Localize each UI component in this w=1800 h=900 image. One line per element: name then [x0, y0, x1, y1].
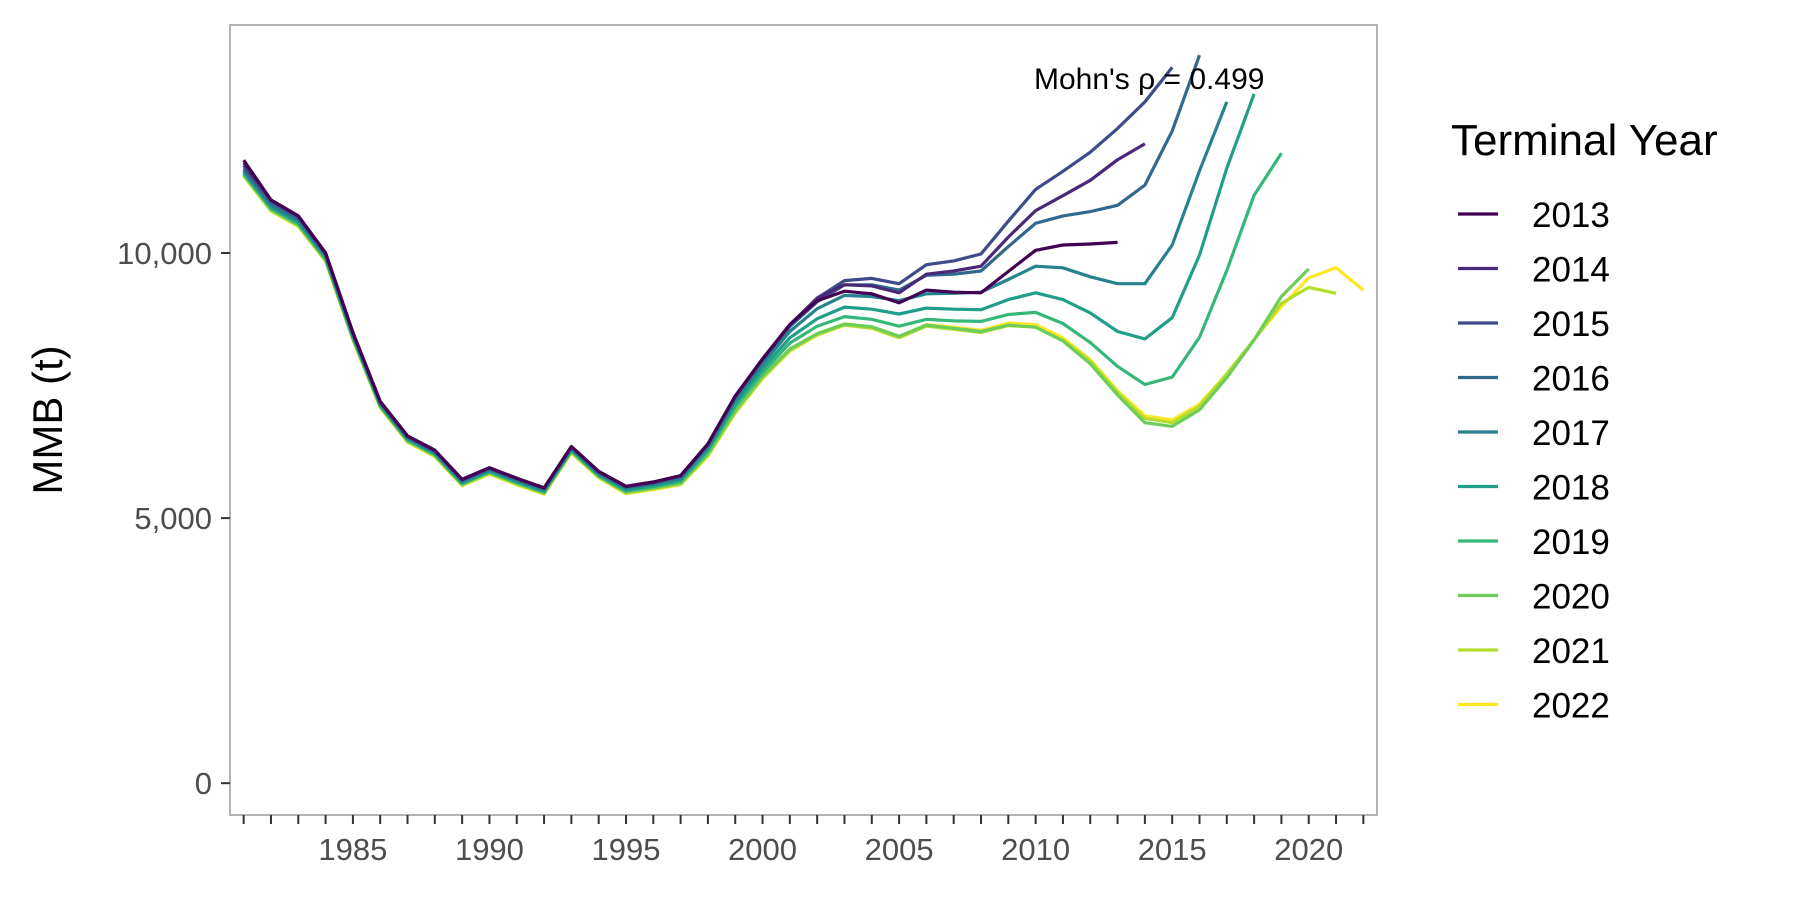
y-axis: 0 5,000 10,000	[117, 236, 230, 801]
x-tick-label: 2005	[865, 832, 934, 867]
legend-label-2021: 2021	[1532, 632, 1610, 671]
y-axis-title: MMB (t)	[24, 345, 71, 494]
plot-panel	[229, 24, 1378, 816]
x-tick-label: 2000	[728, 832, 797, 867]
x-tick-label: 2015	[1138, 832, 1207, 867]
legend-label-2017: 2017	[1532, 414, 1610, 453]
legend-label-2014: 2014	[1532, 251, 1610, 290]
x-tick-label: 1985	[318, 832, 387, 867]
legend: 2013 2014 2015 2016 2017 2018 2019 2020 2021 2022	[1458, 196, 1610, 726]
x-tick-label: 1990	[455, 832, 524, 867]
legend-title: Terminal Year	[1451, 116, 1718, 165]
mohns-rho-annotation: Mohn's ρ = 0.499	[1034, 63, 1264, 96]
legend-label-2019: 2019	[1532, 523, 1610, 562]
y-tick-label: 10,000	[117, 236, 212, 271]
series-lines	[242, 54, 1365, 496]
legend-label-2016: 2016	[1532, 360, 1610, 399]
y-tick-label: 0	[195, 766, 212, 801]
legend-label-2020: 2020	[1532, 578, 1610, 617]
y-tick-label: 5,000	[134, 501, 212, 536]
x-tick-label: 2020	[1274, 832, 1343, 867]
x-axis: 1985 1990 1995 2000 2005 2010 2015 2020	[242, 815, 1365, 867]
x-tick-label: 2010	[1001, 832, 1070, 867]
legend-label-2022: 2022	[1532, 687, 1610, 726]
legend-label-2013: 2013	[1532, 196, 1610, 235]
series-line-2013	[242, 159, 1118, 490]
legend-label-2015: 2015	[1532, 305, 1610, 344]
legend-label-2018: 2018	[1532, 469, 1610, 508]
x-tick-label: 1995	[592, 832, 661, 867]
